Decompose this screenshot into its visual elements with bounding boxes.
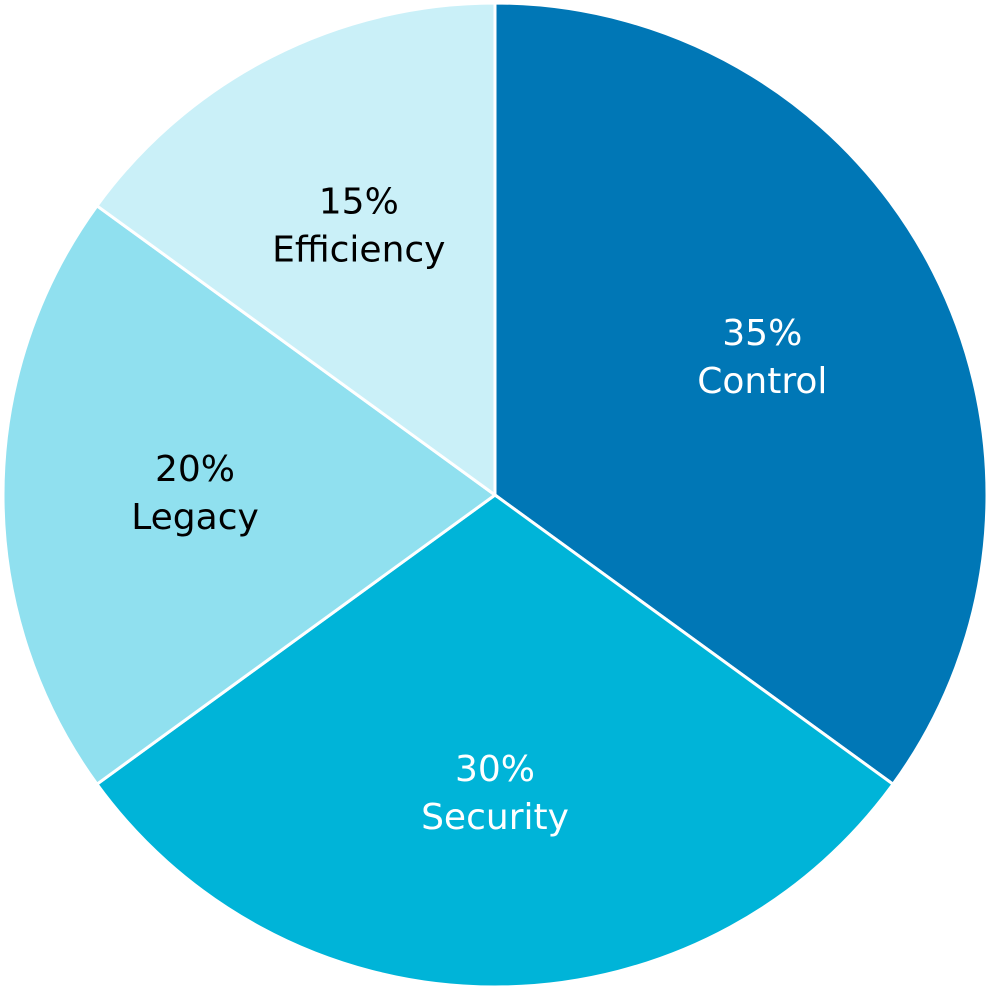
slice-category-label: Control [697,361,827,402]
slice-value-label: 35% [722,313,802,354]
slice-category-label: Legacy [131,497,259,538]
pie-slice [94,1,497,498]
slice-value-label: 15% [319,182,399,223]
slice-category-label: Security [421,797,569,838]
slice-value-label: 30% [455,749,535,790]
pie-slice [493,1,989,787]
slice-value-label: 20% [155,449,235,490]
pie-slice [94,493,896,989]
pie-slice [1,203,498,787]
slice-category-label: Efficiency [272,230,445,271]
